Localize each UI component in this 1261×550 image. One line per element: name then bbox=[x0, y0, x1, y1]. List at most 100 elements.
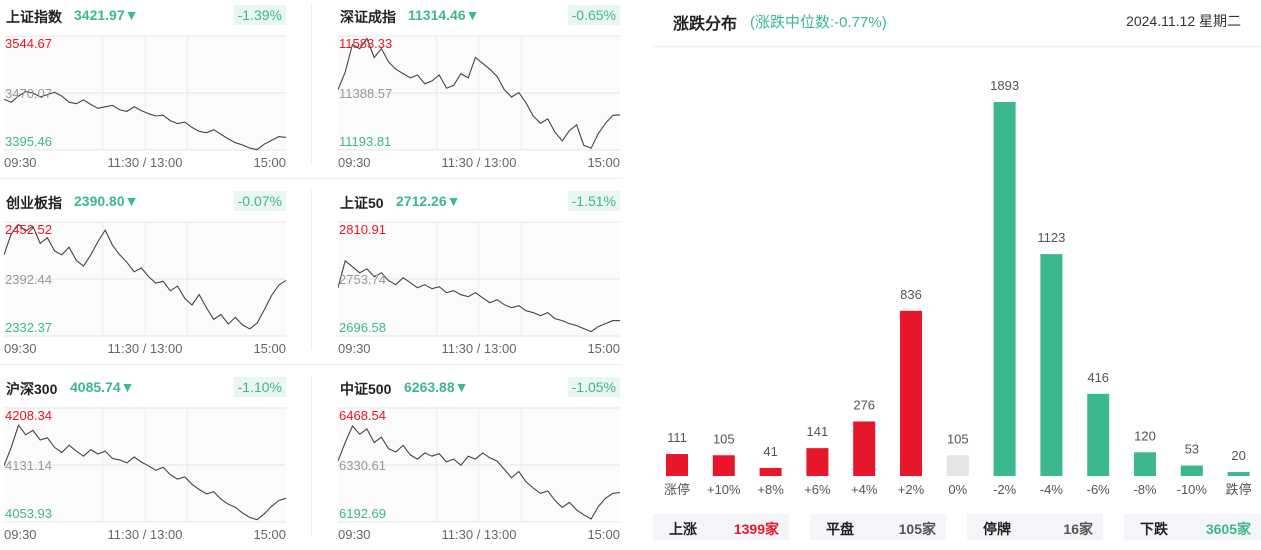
y-tick-low: 2696.58 bbox=[339, 320, 386, 335]
y-tick-mid: 3470.07 bbox=[5, 86, 52, 101]
bar-category-label: 跌停 bbox=[1226, 482, 1252, 497]
y-tick-mid: 6330.61 bbox=[339, 458, 386, 473]
index-panel-shanghai[interactable]: 上证指数 3421.97▼ -1.39% 3544.67 3470.07 3395.… bbox=[4, 0, 286, 178]
y-tick-high: 6468.54 bbox=[339, 408, 386, 423]
index-change-badge: -1.05% bbox=[567, 377, 620, 397]
bar-value-label: 120 bbox=[1134, 428, 1156, 443]
x-tick-label: 11:30 / 13:00 bbox=[442, 341, 517, 356]
bar-value-label: 1893 bbox=[990, 78, 1019, 93]
bar bbox=[1227, 472, 1250, 476]
summary-flat: 平盘 105家 bbox=[810, 514, 946, 540]
x-tick-label: 15:00 bbox=[253, 341, 286, 356]
index-name: 创业板指 bbox=[6, 195, 62, 211]
column-divider bbox=[311, 4, 312, 164]
index-value: 6263.88▼ bbox=[404, 379, 469, 395]
bar-value-label: 41 bbox=[763, 444, 777, 459]
index-value: 4085.74▼ bbox=[70, 379, 135, 395]
index-name: 深证成指 bbox=[340, 9, 396, 25]
bar-value-label: 416 bbox=[1087, 370, 1109, 385]
index-price-line bbox=[4, 424, 286, 521]
summary-count: 16家 bbox=[1063, 521, 1093, 537]
y-tick-low: 11193.81 bbox=[339, 134, 391, 149]
index-value: 3421.97▼ bbox=[74, 7, 139, 23]
x-tick-label: 09:30 bbox=[338, 527, 371, 542]
summary-count: 3605家 bbox=[1205, 521, 1251, 537]
bar bbox=[1087, 393, 1110, 476]
x-tick-label: 15:00 bbox=[587, 155, 620, 170]
index-price-line bbox=[338, 424, 620, 520]
index-name: 上证50 bbox=[340, 195, 384, 211]
x-tick-label: 15:00 bbox=[587, 341, 620, 356]
index-sparkline-chart: 2810.91 2753.74 2696.58 09:30 11:30 / 13:00 1… bbox=[338, 221, 620, 356]
column-divider bbox=[311, 376, 312, 536]
x-tick-label: 11:30 / 13:00 bbox=[108, 155, 183, 170]
x-tick-label: 11:30 / 13:00 bbox=[442, 155, 517, 170]
x-tick-label: 15:00 bbox=[253, 527, 286, 542]
bar-category-label: +8% bbox=[757, 482, 784, 497]
index-change-badge: -1.39% bbox=[233, 5, 286, 25]
x-tick-label: 11:30 / 13:00 bbox=[442, 527, 517, 542]
y-tick-high: 4208.34 bbox=[5, 408, 52, 423]
bar-category-label: -4% bbox=[1040, 482, 1064, 497]
y-tick-mid: 2392.44 bbox=[5, 272, 52, 287]
bar bbox=[853, 421, 876, 476]
x-tick-label: 09:30 bbox=[4, 527, 37, 542]
bar-value-label: 53 bbox=[1185, 442, 1199, 457]
distribution-title: 涨跌分布 bbox=[673, 16, 738, 33]
row-divider bbox=[0, 364, 622, 365]
bar-category-label: 涨停 bbox=[664, 482, 690, 497]
index-sparkline-chart: 4208.34 4131.14 4053.93 09:30 11:30 / 13:00 1… bbox=[4, 407, 286, 542]
index-change-badge: -1.10% bbox=[233, 377, 286, 397]
x-tick-label: 11:30 / 13:00 bbox=[108, 341, 183, 356]
index-price-line bbox=[4, 90, 286, 151]
summary-count: 105家 bbox=[898, 521, 936, 537]
bar bbox=[900, 310, 922, 476]
summary-rising: 上涨 1399家 bbox=[653, 514, 789, 540]
bar-category-label: -6% bbox=[1087, 482, 1111, 497]
x-tick-label: 09:30 bbox=[338, 155, 371, 170]
bar-value-label: 1123 bbox=[1037, 230, 1065, 245]
bar-category-label: -2% bbox=[993, 482, 1017, 497]
bar-value-label: 20 bbox=[1231, 448, 1245, 463]
bar-category-label: +10% bbox=[707, 482, 741, 497]
x-tick-label: 15:00 bbox=[253, 155, 286, 170]
bar-category-label: +6% bbox=[804, 482, 831, 497]
x-tick-label: 11:30 / 13:00 bbox=[108, 527, 183, 542]
index-header: 中证500 6263.88▼ -1.05% bbox=[338, 372, 620, 402]
index-value: 2712.26▼ bbox=[396, 193, 461, 209]
distribution-median: (涨跌中位数:-0.77%) bbox=[750, 14, 887, 31]
index-sparkline-chart: 2452.52 2392.44 2332.37 09:30 11:30 / 13:00 1… bbox=[4, 221, 286, 356]
bar-category-label: 0% bbox=[948, 482, 967, 497]
row-divider bbox=[0, 178, 622, 179]
index-panel-shenzhen[interactable]: 深证成指 11314.46▼ -0.65% 11583.33 11388.57 11… bbox=[338, 0, 620, 178]
summary-falling: 下跌 3605家 bbox=[1124, 514, 1261, 540]
y-tick-mid: 4131.14 bbox=[5, 458, 52, 473]
index-panel-csi500[interactable]: 中证500 6263.88▼ -1.05% 6468.54 6330.61 6192… bbox=[338, 372, 620, 550]
bar-value-label: 105 bbox=[713, 431, 735, 446]
index-name: 中证500 bbox=[340, 381, 392, 397]
index-header: 上证指数 3421.97▼ -1.39% bbox=[4, 0, 286, 30]
index-value: 11314.46▼ bbox=[408, 7, 480, 23]
index-header: 沪深300 4085.74▼ -1.10% bbox=[4, 372, 286, 402]
bar bbox=[1134, 452, 1156, 476]
x-tick-label: 15:00 bbox=[587, 527, 620, 542]
y-tick-low: 6192.69 bbox=[339, 506, 386, 521]
column-divider bbox=[311, 190, 312, 350]
bar bbox=[806, 448, 829, 476]
index-price-line bbox=[338, 259, 620, 333]
y-tick-low: 4053.93 bbox=[5, 506, 52, 521]
index-panel-csi300[interactable]: 沪深300 4085.74▼ -1.10% 4208.34 4131.14 4053… bbox=[4, 372, 286, 550]
summary-suspended: 停牌 16家 bbox=[967, 514, 1103, 540]
bar-value-label: 105 bbox=[947, 431, 969, 446]
x-tick-label: 09:30 bbox=[4, 341, 37, 356]
y-tick-high: 11583.33 bbox=[339, 36, 392, 51]
bar bbox=[993, 102, 1016, 476]
index-panel-chinext[interactable]: 创业板指 2390.80▼ -0.07% 2452.52 2392.44 2332.… bbox=[4, 186, 286, 364]
bar bbox=[759, 467, 782, 476]
x-tick-label: 09:30 bbox=[4, 155, 37, 170]
index-header: 深证成指 11314.46▼ -0.65% bbox=[338, 0, 620, 30]
index-value: 2390.80▼ bbox=[74, 193, 139, 209]
index-panel-sse50[interactable]: 上证50 2712.26▼ -1.51% 2810.91 2753.74 2696.… bbox=[338, 186, 620, 364]
distribution-bar-chart: 111 涨停 105 +10% 41 +8% 141 +6% 276 +4% 836 +2% 105 0%… bbox=[664, 78, 1252, 497]
index-header: 创业板指 2390.80▼ -0.07% bbox=[4, 186, 286, 216]
